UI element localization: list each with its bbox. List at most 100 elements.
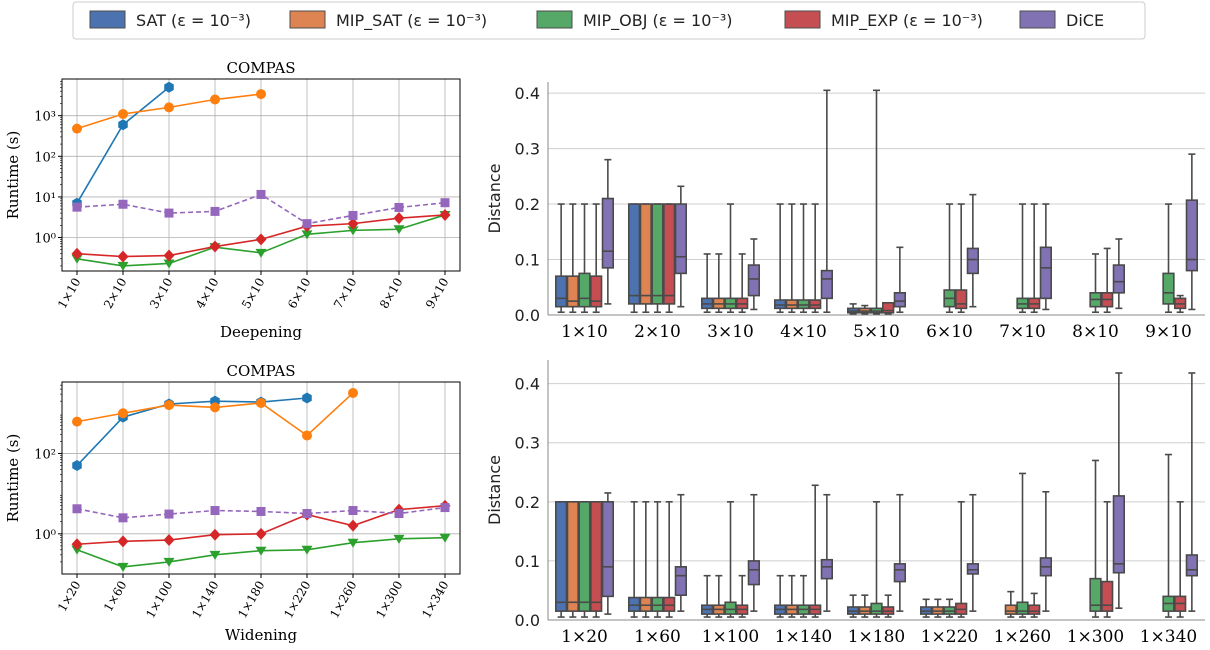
widening-runtime-chart: 10⁰ 10² 1×20 1×60 1×100 1×140 1×180 1×220 1×260 1… [4, 362, 461, 644]
marker-dice [440, 503, 450, 513]
box [578, 501, 591, 612]
x-tick-label: 2×10 [634, 322, 681, 342]
chart-title: COMPAS [227, 59, 296, 77]
x-tick-label: 2×10 [101, 276, 130, 312]
legend-label: DiCE [1066, 11, 1104, 30]
marker-mip_sat [164, 102, 174, 113]
box [966, 563, 980, 575]
y-tick-label: 0.2 [515, 195, 540, 214]
marker-mip_exp [163, 534, 175, 547]
y-tick-label: 10⁰ [34, 232, 56, 247]
x-tick-label: 1×180 [235, 579, 267, 621]
marker-sat [164, 81, 174, 93]
x-tick-label: 1×340 [1140, 627, 1198, 647]
box [1101, 580, 1114, 612]
y-tick-label: 10⁰ [34, 528, 56, 543]
marker-mip_sat [256, 398, 266, 409]
marker-dice [440, 198, 450, 208]
marker-mip_exp [209, 240, 221, 253]
box [1162, 272, 1175, 305]
marker-mip_sat [118, 408, 128, 419]
marker-dice [210, 506, 220, 516]
box [627, 596, 641, 612]
x-tick-label: 1×140 [189, 579, 221, 621]
x-tick-label: 1×100 [702, 627, 760, 647]
x-tick-label: 6×10 [926, 322, 973, 342]
box [747, 264, 761, 297]
x-axis-label: Deepening [220, 323, 302, 341]
x-tick-label: 1×220 [921, 627, 979, 647]
x-tick-label: 8×10 [377, 276, 406, 312]
box [747, 560, 761, 586]
y-tick-label: 0.4 [515, 84, 540, 103]
x-axis-label: Widening [225, 626, 298, 644]
deepening-distance-boxplot: 0.0 0.1 0.2 0.3 0.4 1×10 2×10 3×10 4×10 5×10 6×10 7… [485, 82, 1205, 342]
x-tick-label: 4×10 [193, 276, 222, 312]
widening-distance-boxplot: 0.0 0.1 0.2 0.3 0.4 1×20 1×60 1×100 1×140 1×180 1×… [485, 360, 1205, 647]
box [1028, 604, 1041, 615]
x-tick-label: 9×10 [423, 276, 452, 312]
marker-dice [164, 208, 174, 218]
y-tick-label: 0.3 [515, 140, 540, 159]
marker-mip_exp [255, 233, 267, 246]
marker-mip_obj [439, 533, 451, 543]
x-tick-label: 1×20 [55, 579, 84, 615]
marker-mip_exp [71, 538, 83, 551]
marker-dice [118, 199, 128, 209]
marker-sat [118, 119, 128, 131]
x-tick-label: 1×300 [1067, 627, 1125, 647]
marker-mip_obj [255, 546, 267, 556]
box [1004, 604, 1017, 615]
box [870, 602, 883, 615]
marker-mip_sat [210, 402, 220, 413]
marker-mip_exp [439, 208, 451, 221]
marker-mip_obj [117, 562, 129, 572]
marker-mip_sat [256, 89, 266, 100]
series-line-sat [76, 397, 308, 467]
marker-dice [256, 189, 266, 199]
marker-mip_exp [347, 217, 359, 230]
marker-mip_exp [71, 247, 83, 260]
box [590, 501, 603, 612]
chart-title: COMPAS [227, 362, 296, 380]
box [554, 275, 568, 308]
marker-dice [302, 219, 312, 229]
box [820, 269, 834, 300]
legend-swatch [784, 10, 821, 29]
box [578, 272, 591, 308]
box [1185, 554, 1199, 577]
box [651, 203, 664, 305]
marker-mip_obj [71, 545, 83, 555]
x-tick-label: 8×10 [1072, 322, 1119, 342]
marker-mip_obj [393, 225, 405, 235]
x-tick-label: 3×10 [147, 276, 176, 312]
y-axis-label: Distance [485, 455, 504, 525]
legend: SAT (ε = 10⁻³) MIP_SAT (ε = 10⁻³) MIP_OBJ … [72, 1, 1146, 40]
box [554, 501, 568, 612]
x-tick-label: 7×10 [331, 276, 360, 312]
marker-mip_exp [255, 527, 267, 540]
x-tick-label: 1×180 [848, 627, 906, 647]
marker-mip_sat [302, 430, 312, 441]
y-tick-label: 0.3 [515, 434, 540, 453]
marker-mip_exp [117, 250, 129, 263]
x-tick-label: 1×220 [281, 579, 313, 621]
y-axis-label: Runtime (s) [4, 131, 22, 220]
marker-sat [72, 460, 82, 472]
x-tick-label: 1×60 [634, 627, 681, 647]
legend-swatch [289, 10, 326, 29]
x-tick-label: 1×260 [327, 579, 359, 621]
marker-dice [348, 210, 358, 220]
box [674, 566, 688, 596]
x-tick-label: 7×10 [999, 322, 1046, 342]
y-tick-label: 0.0 [515, 306, 540, 325]
y-tick-label: 10² [34, 150, 56, 165]
y-axis-label: Distance [485, 164, 504, 234]
marker-dice [118, 513, 128, 523]
x-tick-label: 1×100 [143, 579, 175, 621]
marker-dice [394, 202, 404, 212]
box [820, 558, 834, 580]
y-tick-label: 0.1 [515, 251, 540, 270]
box [663, 596, 676, 612]
